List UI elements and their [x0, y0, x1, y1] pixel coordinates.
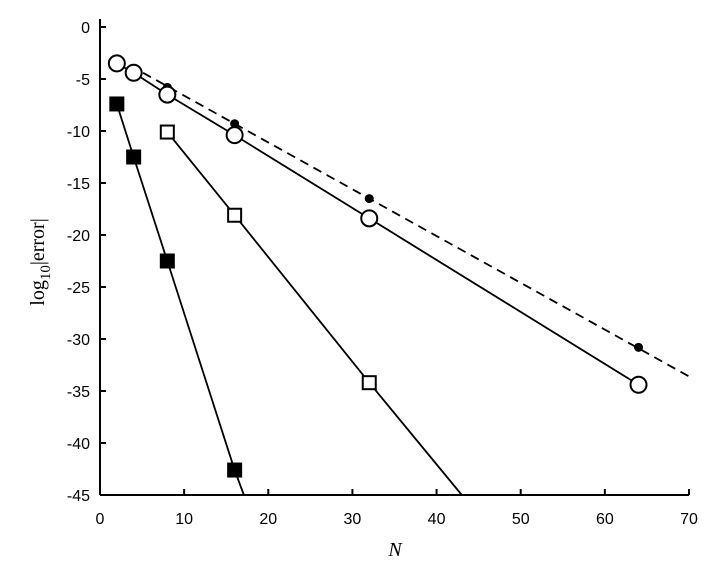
data-point-filled-square	[126, 149, 142, 165]
x-tick-label: 0	[96, 511, 105, 528]
y-axis-label: log10|error|	[27, 218, 54, 305]
data-point-filled-dot	[364, 194, 374, 204]
data-point-open-square	[159, 124, 175, 140]
x-tick-label: 10	[175, 511, 193, 528]
x-tick-label: 70	[680, 511, 698, 528]
data-point-filled-square	[109, 96, 125, 112]
data-point-filled-dot	[634, 342, 644, 352]
x-tick-label: 40	[428, 511, 446, 528]
data-point-filled-square	[227, 462, 243, 478]
y-tick-label: -45	[67, 488, 90, 505]
x-tick-label: 20	[259, 511, 277, 528]
y-tick-label: -10	[67, 124, 90, 141]
y-tick-label: -25	[67, 280, 90, 297]
y-tick-label: -20	[67, 228, 90, 245]
data-point-filled-dot	[230, 119, 240, 129]
data-point-open-circle	[158, 85, 177, 104]
y-tick-label: -15	[67, 176, 90, 193]
data-point-open-circle	[225, 126, 244, 145]
x-tick-label: 30	[344, 511, 362, 528]
y-tick-label: -5	[76, 72, 90, 89]
data-point-open-circle	[360, 209, 379, 228]
series-line-2	[116, 62, 639, 386]
data-point-open-circle	[107, 54, 126, 73]
y-tick-label: -40	[67, 436, 90, 453]
data-point-open-square	[227, 207, 243, 223]
series-line-3	[166, 131, 463, 496]
x-axis-label: N	[387, 539, 403, 561]
data-point-open-circle	[629, 375, 648, 394]
data-point-open-square	[361, 375, 377, 391]
series-line-1	[116, 57, 690, 378]
y-tick-label: -35	[67, 384, 90, 401]
y-tick-label: 0	[81, 20, 90, 37]
x-tick-label: 50	[512, 511, 530, 528]
data-point-filled-square	[159, 253, 175, 269]
x-tick-label: 60	[596, 511, 614, 528]
y-tick-label: -30	[67, 332, 90, 349]
data-point-open-circle	[124, 63, 143, 82]
